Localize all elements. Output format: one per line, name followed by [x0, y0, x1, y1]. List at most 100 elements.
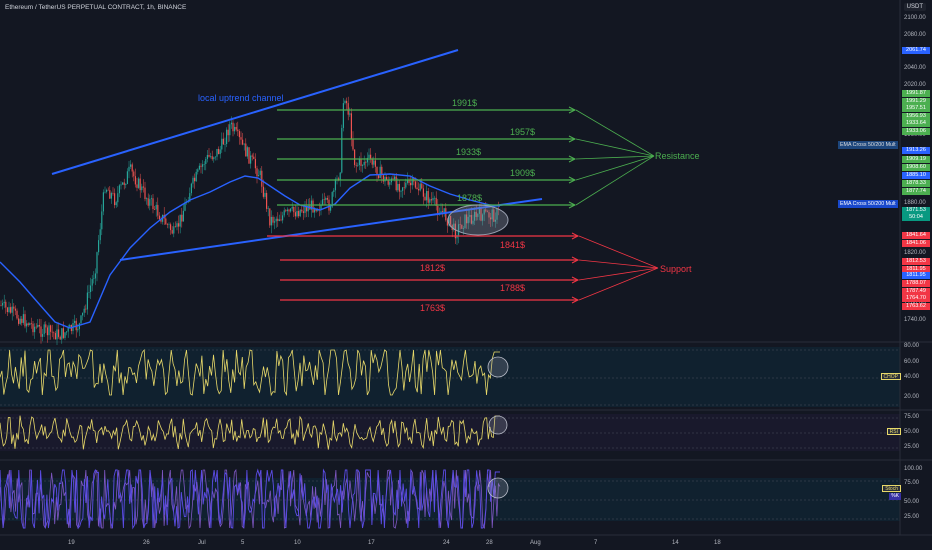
time-tick: Aug: [530, 540, 541, 546]
price-tag-resistance: 1908.60: [902, 164, 930, 171]
level-arrows: [568, 106, 659, 304]
indicator-tick: 75.00: [904, 480, 920, 486]
price-tag-support: 1787.49: [902, 287, 930, 295]
indicator-tick: 25.00: [904, 444, 920, 450]
chop-line[interactable]: [0, 348, 500, 397]
arrow-head: [568, 106, 577, 114]
resistance-level-label[interactable]: 1991$: [452, 98, 477, 108]
price-tag-ema: 1913.26: [902, 147, 930, 154]
support-pointer: [578, 235, 659, 269]
channel-lower-trendline[interactable]: [119, 198, 543, 261]
stoch-tag: Stoch: [882, 485, 901, 492]
price-tick: 1960.00: [904, 132, 926, 139]
time-tick: 10: [294, 540, 301, 546]
price-tag-support: 1788.07: [902, 280, 930, 287]
price-tick: 1740.00: [904, 317, 926, 323]
time-tick: 28: [486, 540, 493, 546]
price-tick: 2100.00: [904, 15, 926, 21]
channel-upper-trendline[interactable]: [51, 49, 459, 175]
rsi-tag: RSI: [886, 428, 901, 435]
price-tag-resistance: 1957.51: [902, 105, 930, 112]
resistance-annotation[interactable]: Resistance: [655, 151, 700, 161]
support-level-label[interactable]: 1763$: [420, 303, 445, 313]
ema-label-upper: EMA Cross 50/200 Mult: [838, 141, 898, 149]
time-tick: 24: [443, 540, 450, 546]
resistance-level-label[interactable]: 1878$: [457, 193, 482, 203]
stoch-k-line[interactable]: [0, 468, 500, 530]
support-annotation[interactable]: Support: [660, 264, 692, 274]
highlight-ellipse[interactable]: [447, 204, 509, 236]
ema-label: EMA Cross 50/200 Mult: [838, 200, 898, 208]
arrow-head: [568, 135, 577, 143]
price-tick: 2020.00: [904, 82, 926, 89]
price-tag-resistance: 1877.74: [902, 188, 930, 195]
rsi-pane-band: [0, 414, 900, 451]
price-tick: 1820.00: [904, 249, 926, 256]
price-tag-resistance: 1991.29: [902, 97, 930, 105]
time-tick: Jul: [198, 540, 206, 546]
arrow-head: [568, 155, 577, 163]
horizontal-levels[interactable]: 1991$ 1957$ 1933$ 1909$ 1878$ 1841$ 1812$ 1788$…: [267, 98, 578, 313]
price-tag-support: 1812.53: [902, 258, 930, 265]
ema-line[interactable]: [0, 173, 501, 329]
price-tag-support: 1764.70: [902, 295, 930, 302]
time-tick: 17: [368, 540, 375, 546]
price-tag-support: 1841.64: [902, 232, 930, 239]
chop-tag: CHOP: [880, 373, 901, 380]
indicator-tick: 50.00: [904, 499, 920, 505]
indicator-tick: 80.00: [904, 343, 920, 349]
channel-annotation[interactable]: local uptrend channel: [198, 93, 284, 103]
rsi-highlight-circle[interactable]: [488, 415, 508, 435]
stoch-k-tag: %K: [889, 493, 901, 500]
stoch-d-line[interactable]: [0, 468, 501, 530]
price-tag-resistance: 1878.33: [902, 180, 930, 187]
symbol-title[interactable]: Ethereum / TetherUS PERPETUAL CONTRACT, …: [5, 4, 187, 11]
rsi-line[interactable]: [0, 415, 500, 450]
price-tick: 1880.00: [904, 199, 926, 206]
resistance-level-label[interactable]: 1909$: [510, 168, 535, 178]
resistance-level-label[interactable]: 1933$: [456, 147, 481, 157]
support-pointer: [578, 267, 659, 301]
resistance-pointer: [575, 155, 655, 206]
arrow-head: [571, 256, 580, 264]
currency-badge[interactable]: USDT: [903, 3, 926, 11]
price-tag-resistance: 1933.64: [902, 120, 930, 127]
price-tick: 2040.00: [904, 65, 926, 72]
indicator-tick: 40.00: [904, 374, 920, 380]
price-tag-countdown: 50:04: [902, 214, 930, 221]
indicator-tick: 100.00: [904, 466, 923, 472]
arrow-head: [571, 232, 580, 240]
support-pointer: [578, 267, 659, 281]
price-tick: 2080.00: [904, 31, 926, 38]
resistance-pointer: [575, 109, 655, 157]
support-level-label[interactable]: 1841$: [500, 240, 525, 250]
arrow-head: [568, 176, 577, 184]
arrow-head: [571, 276, 580, 284]
price-tag-resistance: 1956.93: [902, 112, 930, 120]
resistance-level-label[interactable]: 1957$: [510, 127, 535, 137]
time-tick: 18: [714, 540, 721, 546]
arrow-head: [571, 296, 580, 304]
indicator-tick: 75.00: [904, 414, 920, 420]
resistance-pointer: [575, 138, 655, 157]
chop-highlight-circle[interactable]: [487, 356, 509, 378]
time-tick: 26: [143, 540, 150, 546]
resistance-pointer: [575, 155, 655, 181]
price-tag-ema: 1885.10: [902, 172, 930, 179]
price-tag-support: 1763.62: [902, 302, 930, 310]
price-tag-resistance: 1909.19: [902, 156, 930, 163]
time-tick: 5: [241, 540, 245, 546]
indicator-tick: 25.00: [904, 514, 920, 520]
support-level-label[interactable]: 1788$: [500, 283, 525, 293]
time-tick: 14: [672, 540, 679, 546]
time-tick: 7: [594, 540, 598, 546]
stoch-highlight-circle[interactable]: [487, 477, 509, 499]
price-tag-high: 2061.74: [902, 47, 930, 54]
resistance-pointer: [575, 155, 655, 160]
price-tag-resistance: 1933.06: [902, 127, 930, 135]
price-tag-current: 1871.53: [902, 207, 930, 214]
support-level-label[interactable]: 1812$: [420, 263, 445, 273]
support-pointer: [578, 259, 659, 269]
